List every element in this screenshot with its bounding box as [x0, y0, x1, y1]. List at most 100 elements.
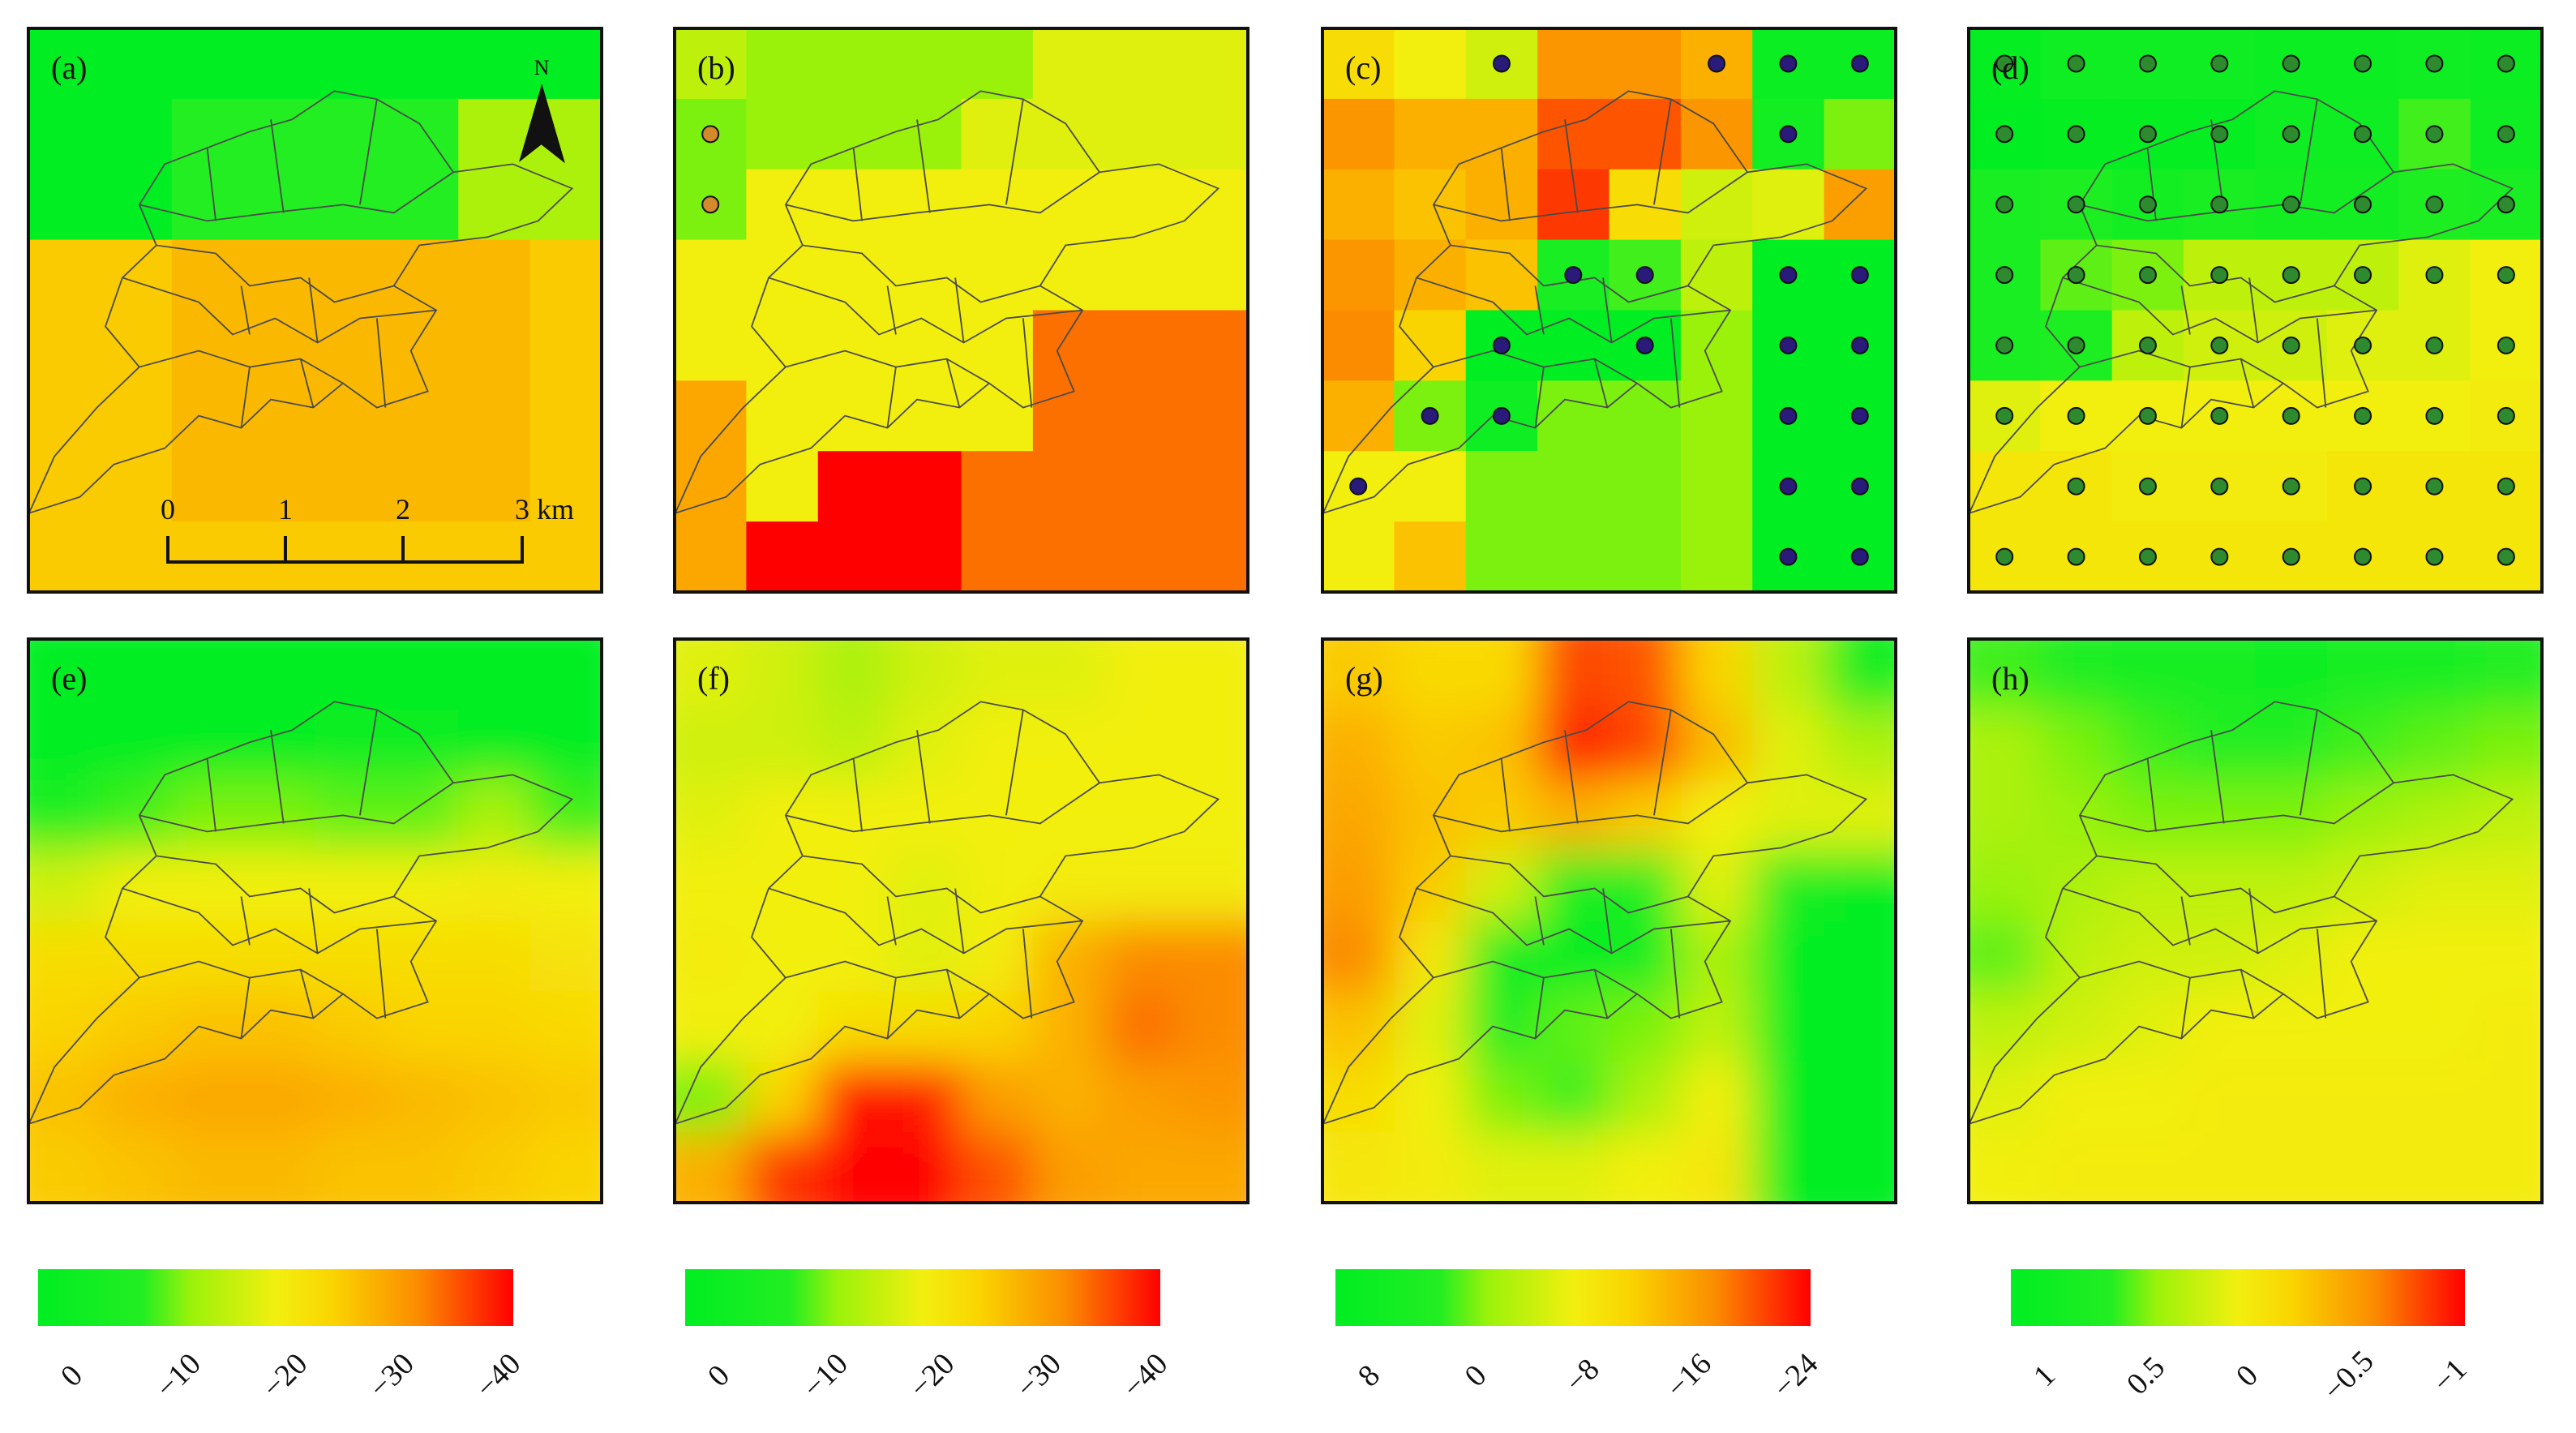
raster-cell [2326, 1132, 2400, 1203]
raster-cell [529, 310, 602, 382]
sample-point [2067, 547, 2085, 566]
raster-cell [1609, 451, 1682, 522]
raster-cell [458, 920, 531, 993]
raster-cell [675, 850, 748, 922]
raster-cell [529, 521, 602, 592]
raster-g [1322, 639, 1896, 1203]
raster-cell [1322, 850, 1395, 922]
panel-frame [1321, 27, 1897, 594]
raster-cell [961, 1062, 1034, 1133]
raster-cell [386, 639, 460, 710]
raster-cell [1032, 451, 1106, 522]
raster-cell [1104, 239, 1177, 311]
raster-cell [1752, 991, 1825, 1063]
raster-cell [746, 709, 819, 781]
raster-cell [1104, 639, 1177, 710]
raster-cell [675, 28, 748, 100]
sample-point [2497, 266, 2515, 285]
sample-point [1635, 336, 1654, 354]
raster-cell [2470, 709, 2542, 781]
raster-cell [889, 850, 962, 922]
sample-point [2354, 336, 2372, 354]
raster-cell [2398, 850, 2471, 922]
raster-cell [1104, 310, 1177, 382]
raster-cell [28, 239, 101, 311]
raster-cell [243, 451, 316, 522]
raster-cell [1465, 779, 1538, 852]
sample-point [2354, 477, 2372, 496]
raster-cell [315, 1062, 388, 1133]
raster-cell [1104, 1062, 1177, 1133]
legend-tick-label: −24 [1767, 1347, 1825, 1405]
raster-cell [889, 991, 962, 1063]
raster-cell [171, 239, 244, 311]
raster-cell [817, 850, 890, 922]
legend-colorbar [2011, 1269, 2465, 1326]
raster-cell [529, 451, 602, 522]
raster-cell [1322, 98, 1395, 170]
raster-cell [1609, 1062, 1682, 1133]
sample-point [2425, 477, 2444, 496]
raster-cell [458, 169, 531, 241]
sample-point [1779, 477, 1798, 496]
raster-cell [2470, 779, 2542, 852]
raster-cell [458, 239, 531, 311]
sample-point [1779, 406, 1798, 425]
raster-cell [961, 639, 1034, 710]
sample-point [2067, 336, 2085, 354]
raster-cell [1032, 709, 1106, 781]
raster-cell [1465, 920, 1538, 993]
raster-cell [2398, 779, 2471, 852]
raster-cell [675, 709, 748, 781]
raster-cell [1752, 639, 1825, 710]
raster-cell [1537, 850, 1610, 922]
raster-cell [171, 169, 244, 241]
legend-4: 1 0.5 0 −0.5 −1 [2011, 1269, 2474, 1408]
raster-cell [2111, 850, 2184, 922]
sample-point [2210, 125, 2229, 144]
raster-cell [1537, 521, 1610, 592]
raster-cell [1176, 380, 1248, 453]
raster-cell [2184, 709, 2257, 781]
raster-cell [1032, 1062, 1106, 1133]
raster-cell [171, 1132, 244, 1203]
sample-point [1995, 547, 2014, 566]
raster-cell [1032, 639, 1106, 710]
raster-cell [529, 169, 602, 241]
raster-cell [28, 639, 101, 710]
raster-cell [1104, 451, 1177, 522]
raster-d [1969, 28, 2542, 592]
raster-cell [458, 639, 531, 710]
raster-cell [746, 1132, 819, 1203]
raster-cell [1537, 28, 1610, 100]
raster-cell [675, 310, 748, 382]
sample-point [2282, 195, 2300, 214]
sample-point [1995, 125, 2014, 144]
raster-cell [28, 521, 101, 592]
sample-point [1850, 406, 1869, 425]
raster-cell [386, 779, 460, 852]
raster-cell [1104, 779, 1177, 852]
raster-cell [1032, 169, 1106, 241]
raster-cell [458, 991, 531, 1063]
legend-tick-label: 0 [54, 1358, 89, 1393]
raster-cell [1032, 98, 1106, 170]
raster-cell [2255, 920, 2328, 993]
raster-cell [1609, 169, 1682, 241]
panel-frame [673, 27, 1249, 594]
raster-cell [28, 1062, 101, 1133]
raster-cell [889, 28, 962, 100]
sample-point [2138, 266, 2157, 285]
sample-point [1850, 54, 1869, 73]
raster-cell [1824, 920, 1896, 993]
raster-cell [817, 169, 890, 241]
sample-point [2067, 406, 2085, 425]
sample-point [1492, 336, 1511, 354]
raster-cell [1104, 850, 1177, 922]
raster-cell [675, 991, 748, 1063]
raster-cell [28, 28, 101, 100]
raster-cell [817, 1132, 890, 1203]
sample-point [2354, 195, 2372, 214]
raster-cell [171, 850, 244, 922]
raster-cell [1609, 850, 1682, 922]
